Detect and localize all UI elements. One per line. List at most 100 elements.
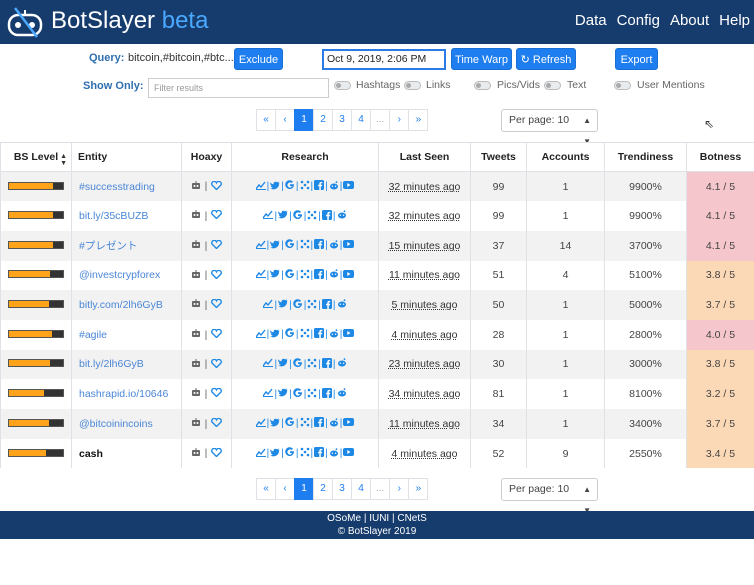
google-icon[interactable]	[292, 209, 303, 223]
google-icon[interactable]	[285, 269, 295, 282]
hoaxy-heart-icon[interactable]	[211, 387, 223, 400]
twitter-icon[interactable]	[270, 240, 281, 252]
twitter-icon[interactable]	[278, 388, 289, 400]
export-button[interactable]: Export	[615, 48, 658, 70]
hoaxy-heart-icon[interactable]	[211, 417, 223, 430]
facebook-icon[interactable]	[314, 417, 325, 430]
network-icon[interactable]	[300, 180, 310, 193]
botometer-robot-icon[interactable]	[191, 417, 201, 430]
toggle-pics-vids[interactable]	[474, 81, 491, 90]
timeline-chart-icon[interactable]	[262, 210, 274, 222]
timeline-chart-icon[interactable]	[255, 448, 266, 460]
page-4[interactable]: 4	[351, 109, 371, 131]
col-bs-level[interactable]: BS Level ▲ ▼	[0, 142, 72, 172]
hoaxy-heart-icon[interactable]	[211, 239, 223, 252]
nav-help[interactable]: Help	[719, 12, 750, 29]
toggle-text[interactable]	[544, 81, 561, 90]
facebook-icon[interactable]	[321, 209, 332, 223]
time-warp-button[interactable]: Time Warp	[451, 48, 512, 70]
twitter-icon[interactable]	[278, 299, 289, 311]
facebook-icon[interactable]	[321, 387, 332, 401]
page-last[interactable]: »	[408, 478, 429, 500]
page-1[interactable]: 1	[294, 478, 314, 500]
timeline-chart-icon[interactable]	[262, 388, 274, 400]
timeline-chart-icon[interactable]	[262, 358, 274, 370]
twitter-icon[interactable]	[270, 181, 281, 193]
col-botness[interactable]: Botness	[686, 142, 754, 172]
entity-link[interactable]: @investcrypforex	[71, 260, 182, 291]
youtube-icon[interactable]	[343, 329, 355, 340]
google-icon[interactable]	[292, 298, 303, 312]
facebook-icon[interactable]	[314, 328, 325, 341]
google-icon[interactable]	[285, 180, 295, 193]
google-icon[interactable]	[285, 328, 295, 341]
facebook-icon[interactable]	[314, 447, 325, 460]
hoaxy-heart-icon[interactable]	[211, 358, 223, 371]
facebook-icon[interactable]	[314, 268, 325, 282]
timeline-chart-icon[interactable]	[255, 269, 266, 281]
entity-link[interactable]: cash	[71, 438, 182, 469]
facebook-icon[interactable]	[314, 239, 325, 252]
hoaxy-heart-icon[interactable]	[211, 328, 223, 341]
col-entity[interactable]: Entity	[71, 142, 182, 172]
page-first[interactable]: «	[256, 478, 276, 500]
facebook-icon[interactable]	[321, 298, 332, 312]
reddit-icon[interactable]	[337, 210, 347, 222]
timeline-chart-icon[interactable]	[255, 418, 266, 430]
google-icon[interactable]	[292, 358, 303, 371]
page-prev[interactable]: ‹	[275, 109, 295, 131]
entity-link[interactable]: #プレゼント	[71, 230, 182, 261]
botometer-robot-icon[interactable]	[191, 180, 201, 193]
page-2[interactable]: 2	[313, 478, 333, 500]
footer-links[interactable]: OSoMe | IUNI | CNetS	[327, 513, 427, 524]
reddit-icon[interactable]	[329, 418, 339, 430]
page-next[interactable]: ›	[389, 478, 410, 500]
per-page-select-top[interactable]: Per page: 10 ▲ ▼	[501, 109, 598, 146]
reddit-icon[interactable]	[329, 180, 339, 193]
hoaxy-heart-icon[interactable]	[211, 298, 223, 311]
botometer-robot-icon[interactable]	[191, 328, 201, 341]
toggle-hashtags[interactable]	[334, 81, 351, 90]
reddit-icon[interactable]	[337, 299, 347, 311]
botometer-robot-icon[interactable]	[191, 447, 201, 460]
date-time-input[interactable]: Oct 9, 2019, 2:06 PM	[322, 49, 446, 70]
facebook-icon[interactable]	[314, 180, 325, 193]
timeline-chart-icon[interactable]	[255, 240, 266, 252]
botometer-robot-icon[interactable]	[191, 269, 201, 282]
refresh-button[interactable]: ↻ Refresh	[516, 48, 576, 70]
hoaxy-heart-icon[interactable]	[211, 180, 223, 193]
reddit-icon[interactable]	[337, 388, 347, 400]
page-4[interactable]: 4	[351, 478, 371, 500]
col-tweets[interactable]: Tweets	[470, 142, 527, 172]
network-icon[interactable]	[307, 358, 317, 371]
network-icon[interactable]	[307, 299, 317, 312]
google-icon[interactable]	[285, 239, 295, 252]
twitter-icon[interactable]	[270, 329, 281, 341]
network-icon[interactable]	[300, 417, 310, 430]
youtube-icon[interactable]	[343, 448, 355, 459]
timeline-chart-icon[interactable]	[255, 181, 266, 193]
timeline-chart-icon[interactable]	[262, 299, 274, 311]
toggle-links[interactable]	[404, 81, 421, 90]
google-icon[interactable]	[292, 387, 303, 401]
google-icon[interactable]	[285, 417, 295, 430]
page-2[interactable]: 2	[313, 109, 333, 131]
col-last-seen[interactable]: Last Seen	[378, 142, 471, 172]
facebook-icon[interactable]	[321, 357, 332, 371]
network-icon[interactable]	[300, 328, 310, 341]
reddit-icon[interactable]	[329, 329, 339, 341]
entity-link[interactable]: #agile	[71, 319, 182, 350]
nav-data[interactable]: Data	[574, 12, 607, 29]
network-icon[interactable]	[300, 239, 310, 252]
network-icon[interactable]	[300, 447, 310, 460]
youtube-icon[interactable]	[343, 269, 355, 281]
twitter-icon[interactable]	[278, 210, 289, 222]
brand-title[interactable]: BotSlayer beta	[51, 7, 208, 35]
botslayer-logo-icon[interactable]	[7, 6, 45, 38]
page-next[interactable]: ›	[389, 109, 410, 131]
per-page-select-bottom[interactable]: Per page: 10 ▲▼	[501, 478, 598, 515]
reddit-icon[interactable]	[329, 447, 339, 460]
entity-link[interactable]: @bitcoinincoins	[71, 409, 182, 439]
page-last[interactable]: »	[408, 109, 429, 131]
twitter-icon[interactable]	[270, 418, 281, 430]
